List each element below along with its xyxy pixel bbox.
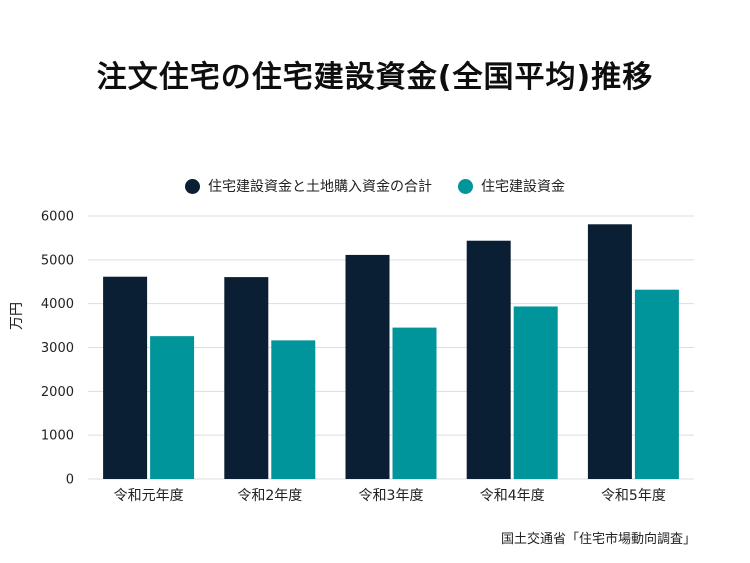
- legend: 住宅建設資金と土地購入資金の合計 住宅建設資金: [0, 176, 750, 196]
- bar-total-4: [587, 224, 632, 479]
- source-note: 国土交通省「住宅市場動向調査」: [500, 532, 696, 547]
- bar-construction-4: [634, 289, 679, 479]
- bar-construction-1: [271, 340, 316, 479]
- legend-label-construction: 住宅建設資金: [481, 179, 565, 195]
- y-tick-label: 3000: [41, 341, 74, 356]
- legend-item-total: 住宅建設資金と土地購入資金の合計: [185, 176, 432, 196]
- y-tick-label: 1000: [41, 429, 74, 444]
- x-category-label: 令和3年度: [359, 488, 424, 504]
- x-category-label: 令和2年度: [237, 488, 302, 504]
- y-tick-label: 0: [66, 473, 74, 488]
- x-category-label: 令和5年度: [601, 488, 666, 504]
- legend-label-total: 住宅建設資金と土地購入資金の合計: [208, 179, 432, 195]
- bar-construction-0: [150, 336, 195, 479]
- y-axis-ticks: 0 1000 2000 3000 4000 5000 6000: [41, 210, 74, 488]
- x-category-label: 令和元年度: [114, 488, 184, 504]
- x-category-label: 令和4年度: [480, 488, 545, 504]
- x-axis-categories: 令和元年度 令和2年度 令和3年度 令和4年度 令和5年度: [114, 488, 666, 504]
- bar-construction-2: [392, 327, 437, 479]
- bar-total-3: [466, 240, 511, 479]
- bars: [103, 224, 679, 479]
- bar-construction-3: [513, 306, 558, 479]
- legend-item-construction: 住宅建設資金: [458, 176, 565, 196]
- y-tick-label: 2000: [41, 385, 74, 400]
- y-tick-label: 6000: [41, 210, 74, 225]
- legend-dot-icon: [458, 178, 473, 194]
- bar-total-0: [103, 276, 148, 479]
- y-tick-label: 4000: [41, 297, 74, 312]
- bar-total-2: [345, 254, 390, 479]
- y-tick-label: 5000: [41, 253, 74, 268]
- bar-total-1: [224, 277, 269, 479]
- chart-title: 注文住宅の住宅建設資金(全国平均)推移: [96, 60, 654, 95]
- y-axis-label: 万円: [9, 302, 25, 330]
- legend-dot-icon: [185, 178, 200, 194]
